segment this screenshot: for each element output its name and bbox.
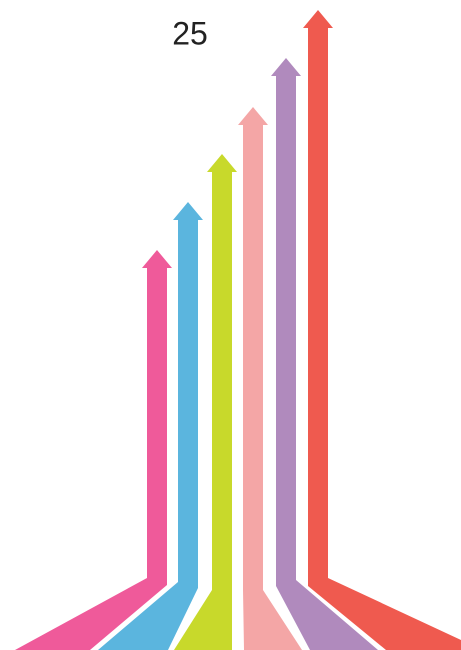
green-arrow — [174, 154, 237, 650]
blue-arrow — [98, 202, 203, 650]
number-label: 25 — [172, 15, 208, 51]
light-pink-arrow — [238, 107, 302, 650]
purple-arrow — [271, 58, 378, 650]
red-arrow — [303, 10, 461, 650]
pink-arrow — [15, 250, 172, 650]
